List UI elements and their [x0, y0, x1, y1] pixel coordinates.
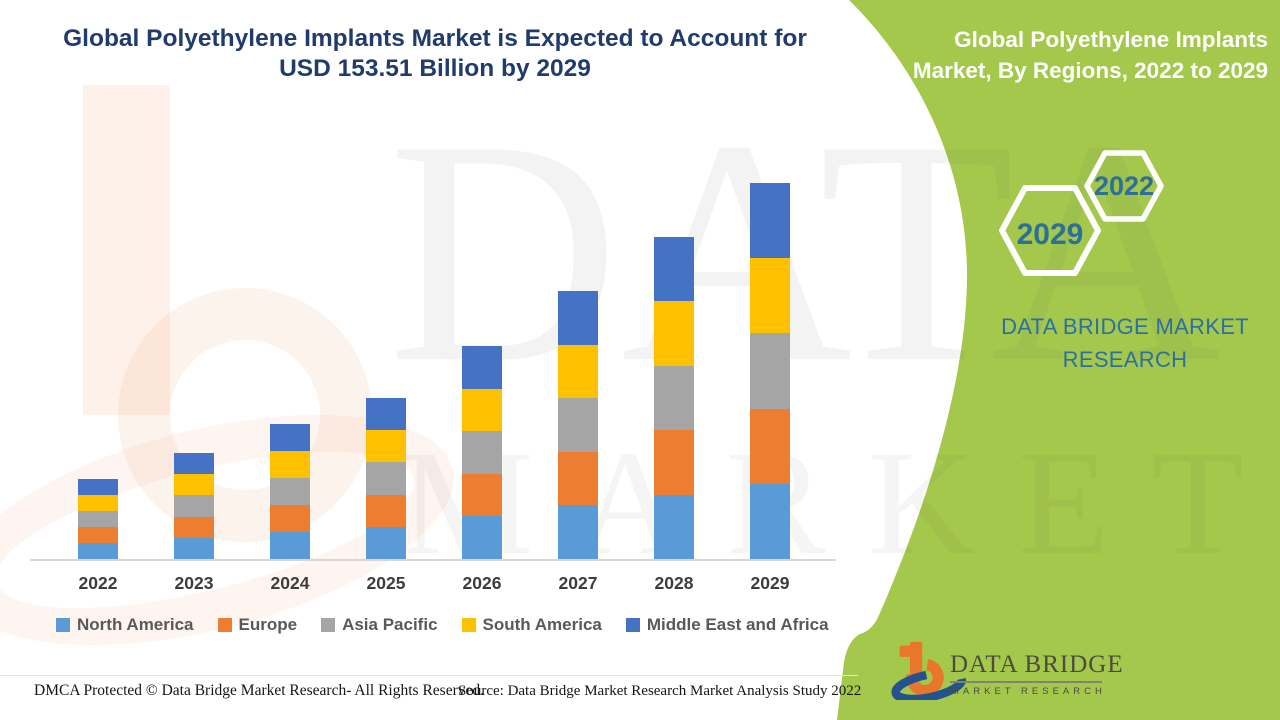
side-panel-title: Global Polyethylene Implants Market, By … — [880, 24, 1280, 86]
dmca-notice: DMCA Protected © Data Bridge Market Rese… — [34, 682, 484, 699]
hexagon-2029: 2029 — [999, 185, 1101, 276]
bar-segment — [366, 494, 406, 527]
legend-label: Asia Pacific — [342, 615, 438, 634]
bar-segment — [750, 258, 790, 334]
legend-swatch — [625, 618, 640, 632]
side-panel-title-line2: Market, By Regions, 2022 to 2029 — [912, 58, 1268, 83]
bar-segment — [654, 365, 694, 431]
legend-item: South America — [461, 615, 602, 635]
bar-segment — [270, 505, 310, 533]
bar-segment — [78, 527, 118, 544]
brand-line2: RESEARCH — [1062, 347, 1188, 372]
legend-swatch — [56, 618, 70, 632]
hexagon-2022: 2022 — [1084, 150, 1164, 222]
bar-segment — [558, 451, 598, 506]
logo-divider — [950, 681, 1102, 683]
x-axis-label: 2023 — [174, 573, 214, 593]
bar-segment — [270, 478, 310, 506]
hexagon-2029-label: 2029 — [1016, 217, 1084, 251]
chart-title: Global Polyethylene Implants Market is E… — [45, 24, 825, 84]
bar-segment — [174, 516, 214, 538]
bar-segment — [174, 452, 214, 475]
bar-segment — [78, 495, 118, 512]
bar-segment — [366, 397, 406, 431]
bar-segment — [462, 473, 502, 517]
x-axis-label: 2026 — [462, 573, 502, 593]
bar-segment — [558, 291, 598, 345]
watermark-text-top: DATA BRIDGE — [388, 75, 1280, 429]
bar-segment — [462, 516, 502, 559]
chart-title-line2: USD 153.51 Billion by 2029 — [279, 55, 591, 82]
bar-segment — [270, 424, 310, 452]
source-note: Source: Data Bridge Market Research Mark… — [458, 683, 862, 699]
bar-segment — [654, 237, 694, 302]
chart-legend: North America Europe Asia Pacific South Ame… — [56, 615, 829, 635]
bar-2027 — [558, 291, 598, 559]
x-axis-label: 2028 — [654, 573, 694, 593]
bar-segment — [750, 333, 790, 409]
bar-segment — [558, 398, 598, 452]
bar-segment — [366, 526, 406, 559]
bar-2023 — [174, 452, 214, 559]
bar-segment — [462, 431, 502, 474]
bar-2028 — [654, 237, 694, 559]
legend-label: North America — [77, 615, 194, 634]
hexagon-outline-icon — [999, 185, 1101, 276]
bar-segment — [750, 408, 790, 484]
bar-segment — [78, 479, 118, 496]
logo-brand-subtitle: MARKET RESEARCH — [951, 686, 1106, 697]
bar-2024 — [270, 424, 310, 559]
bar-chart: 2022 2023 2024 2025 2026 2027 2028 2029 — [30, 159, 836, 593]
bar-segment — [174, 474, 214, 496]
legend-swatch — [321, 618, 336, 632]
x-axis-label: 2025 — [366, 573, 406, 593]
legend-label: South America — [482, 615, 602, 634]
legend-label: Europe — [238, 615, 298, 634]
bar-2022 — [78, 479, 118, 559]
bar-segment — [270, 451, 310, 479]
bar-segment — [78, 511, 118, 528]
bar-segment — [174, 537, 214, 559]
x-axis-label: 2029 — [750, 573, 790, 593]
bar-segment — [654, 494, 694, 559]
bar-segment — [750, 183, 790, 259]
data-bridge-logo-mark — [891, 641, 967, 700]
brand-wordmark: DATA BRIDGE MARKET RESEARCH — [950, 310, 1280, 376]
brand-line1: DATA BRIDGE MARKET — [1001, 314, 1249, 339]
bar-segment — [270, 532, 310, 559]
x-axis-label: 2027 — [558, 573, 598, 593]
bar-segment — [366, 430, 406, 463]
bar-segment — [366, 462, 406, 495]
watermark-text-bottom: MARKET RESEARCH — [400, 420, 1280, 586]
hexagon-outline-icon — [1084, 150, 1164, 222]
x-axis-label: 2022 — [78, 573, 118, 593]
bar-segment — [558, 344, 598, 399]
legend-item: Europe — [217, 615, 298, 635]
bar-2029 — [750, 183, 790, 559]
legend-item: Middle East and Africa — [625, 615, 829, 635]
legend-swatch — [217, 618, 232, 632]
side-panel-title-line1: Global Polyethylene Implants — [954, 27, 1268, 52]
chart-title-line1: Global Polyethylene Implants Market is E… — [63, 25, 807, 52]
x-axis-label: 2024 — [270, 573, 310, 593]
legend-item: North America — [56, 615, 194, 635]
logo-brand-name: DATA BRIDGE — [950, 651, 1124, 678]
bar-segment — [462, 388, 502, 432]
bar-segment — [462, 346, 502, 389]
bar-segment — [654, 430, 694, 495]
legend-swatch — [461, 618, 476, 632]
bar-2026 — [462, 346, 502, 559]
bar-2025 — [366, 397, 406, 559]
bar-segment — [654, 301, 694, 366]
bar-segment — [78, 543, 118, 559]
legend-label: Middle East and Africa — [646, 615, 829, 634]
footer-divider — [0, 675, 858, 676]
bar-segment — [558, 505, 598, 559]
bar-segment — [174, 495, 214, 517]
legend-item: Asia Pacific — [321, 615, 438, 635]
hexagon-2022-label: 2022 — [1093, 170, 1155, 201]
bar-segment — [750, 483, 790, 559]
